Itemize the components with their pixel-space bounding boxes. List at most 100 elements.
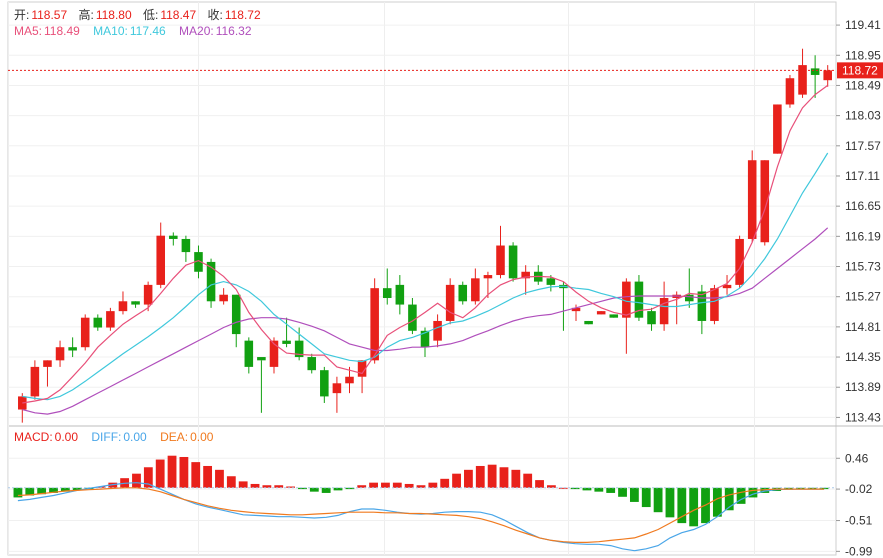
macd-bar-22 [274,485,284,488]
candle-body-53 [684,294,694,302]
macd-bar-16 [203,465,213,488]
macd-bar-39 [475,465,485,488]
macd-bar-33 [404,483,414,488]
candle-body-48 [622,281,631,318]
candle-body-28 [370,288,379,361]
ma10-line [22,152,829,401]
macd-bar-7 [96,486,106,488]
diff-value: 0.00 [123,430,147,444]
macd-bar-34 [416,485,426,488]
candle-body-4 [68,347,77,351]
candle-body-25 [332,383,342,394]
candle-body-9 [131,301,140,305]
candle-body-35 [458,284,468,302]
price-tick-label-4: 117.57 [845,139,881,153]
candle-body-17 [231,294,241,335]
price-tick-label-5: 117.11 [845,169,880,183]
candle-body-42 [546,278,556,285]
price-tick-label-3: 118.03 [845,109,881,123]
price-tick-label-2: 118.49 [845,78,881,92]
candle-body-24 [320,370,329,397]
macd-bar-21 [262,485,272,488]
macd-bar-68 [819,487,829,490]
dea-line [17,487,825,544]
macd-bar-12 [155,459,165,488]
macd-value: 0.00 [54,430,79,444]
price-tick-label-0: 119.41 [845,18,881,32]
macd-tick-label-1: -0.02 [845,482,873,496]
ma10-label: MA10: [93,24,128,38]
candle-body-33 [433,320,442,341]
candle-body-20 [269,340,279,367]
candle-body-0 [18,396,27,410]
candle-body-19 [257,357,266,361]
macd-bar-43 [523,473,533,488]
candle-body-5 [80,317,90,348]
candle-body-15 [206,261,216,302]
candle-body-60 [773,104,782,154]
candle-body-37 [483,275,493,279]
macd-bar-53 [641,487,651,508]
price-tick-label-1: 118.95 [845,48,881,62]
macd-bar-25 [309,487,319,492]
macd-bar-26 [321,487,331,493]
macd-bar-41 [499,467,509,488]
macd-bar-48 [582,487,592,491]
macd-bar-62 [748,487,758,498]
close-value: 118.72 [224,8,261,22]
macd-tick-label-2: -0.51 [845,514,873,528]
low-label: 低: [143,8,159,22]
macd-bar-2 [37,487,47,495]
macd-bar-49 [594,487,604,492]
macd-bar-47 [570,487,580,490]
price-tick-label-11: 114.35 [845,350,881,364]
macd-bar-1 [25,487,35,496]
dea-label: DEA: [160,430,189,444]
ohlc-legend: 开: 118.57 高: 118.80 低: 118.47 收: 118.72 [14,6,263,23]
macd-bar-23 [286,486,295,488]
macd-bar-36 [440,478,450,488]
close-label: 收: [207,8,223,22]
macd-bar-4 [60,487,70,492]
macd-bar-55 [665,487,675,518]
candle-body-1 [30,366,40,397]
candle-body-50 [647,311,656,325]
macd-bar-37 [452,473,461,488]
candle-body-63 [810,68,820,75]
macd-bar-57 [689,487,699,527]
macd-bar-52 [629,487,639,502]
macd-bar-17 [215,469,224,488]
candle-body-38 [496,245,505,276]
macd-bar-15 [191,462,201,488]
candle-body-54 [697,291,707,321]
ma5-label: MA5: [14,24,43,38]
last-price-label: 118.72 [842,63,878,77]
candle-body-34 [445,284,455,321]
candle-body-30 [395,284,405,305]
candle-body-44 [571,307,581,312]
candle-body-32 [420,330,430,348]
candle-body-13 [181,238,191,253]
candle-body-64 [823,70,832,81]
candle-body-8 [118,301,128,312]
price-tick-label-6: 116.65 [845,199,881,213]
macd-bar-51 [618,487,627,497]
macd-bar-18 [226,476,236,488]
macd-legend: MACD: 0.00 DIFF: 0.00 DEA: 0.00 [14,430,215,444]
ma20-value: 116.32 [215,24,252,38]
macd-bar-35 [428,482,438,488]
ma-legend: MA5: 118.49 MA10: 117.46 MA20: 116.32 [14,24,254,38]
candle-body-23 [307,357,317,371]
macd-bar-60 [724,487,734,511]
ma20-label: MA20: [179,24,214,38]
price-tick-label-13: 113.43 [845,410,881,424]
candle-body-40 [521,271,530,279]
candle-body-55 [710,288,719,321]
macd-bar-66 [795,487,805,490]
candle-body-10 [143,284,153,305]
macd-bar-29 [357,485,367,488]
macd-bar-44 [535,480,544,488]
macd-bar-61 [736,487,746,504]
candle-body-58 [747,160,757,239]
